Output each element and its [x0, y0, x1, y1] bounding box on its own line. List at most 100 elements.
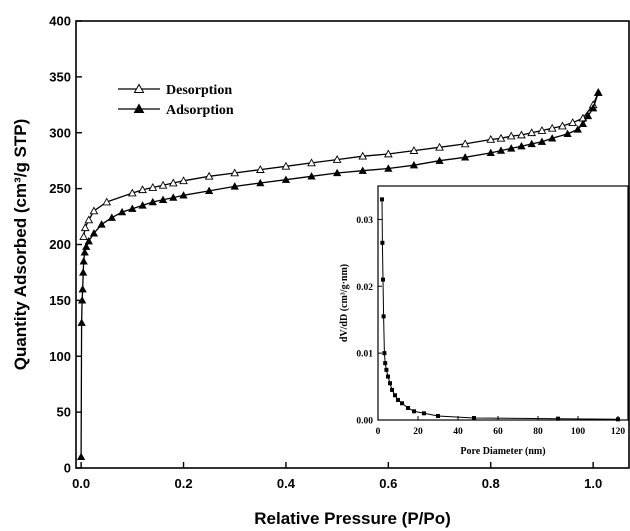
- data-point-adsorption: [578, 119, 588, 127]
- data-point-inset-series-0: [386, 374, 390, 379]
- data-point-adsorption: [169, 193, 178, 201]
- data-point-adsorption: [79, 257, 88, 265]
- data-point-desorption: [179, 176, 188, 185]
- inset-x-tick-label: 0: [376, 427, 381, 437]
- data-point-desorption: [527, 128, 537, 137]
- data-point-adsorption: [256, 178, 265, 187]
- main-series-group: [77, 87, 603, 461]
- data-point-inset-series-0: [436, 413, 440, 418]
- data-point-adsorption: [179, 191, 188, 199]
- data-point-adsorption: [384, 164, 393, 172]
- main-x-axis: 0.0 0.2 0.4 0.6 0.8 1.0: [72, 462, 602, 491]
- data-point-desorption: [255, 165, 265, 173]
- data-point-adsorption: [107, 213, 116, 221]
- data-point-adsorption: [128, 204, 137, 212]
- main-x-axis-title: Relative Pressure (P/Po): [254, 509, 451, 528]
- data-point-adsorption: [82, 242, 91, 250]
- data-point-desorption: [138, 185, 147, 194]
- data-point-adsorption: [573, 125, 582, 133]
- data-point-desorption: [127, 188, 137, 197]
- data-point-desorption: [307, 158, 316, 167]
- data-point-adsorption: [77, 452, 86, 461]
- data-point-desorption: [383, 149, 393, 158]
- data-point-desorption: [332, 155, 342, 163]
- inset-x-tick-label: 120: [611, 427, 626, 437]
- data-point-adsorption: [496, 146, 506, 154]
- data-point-adsorption: [84, 236, 93, 245]
- data-point-desorption: [537, 125, 547, 134]
- data-point-adsorption: [527, 139, 536, 148]
- data-point-inset-series-0: [390, 387, 394, 392]
- data-point-adsorption: [148, 197, 157, 206]
- main-x-tick-label: 1.0: [584, 476, 602, 491]
- data-point-inset-series-0: [412, 409, 416, 414]
- data-point-desorption: [486, 134, 496, 143]
- main-x-tick-label: 0.0: [72, 476, 90, 491]
- inset-series-group: [380, 197, 620, 422]
- data-point-adsorption: [77, 318, 86, 326]
- main-y-tick-label: 100: [49, 349, 71, 364]
- data-point-desorption: [148, 182, 158, 191]
- data-point-desorption: [358, 151, 368, 160]
- data-point-inset-series-0: [382, 351, 387, 356]
- legend-item-desorption: Desorption: [118, 83, 232, 98]
- data-point-inset-series-0: [616, 417, 620, 422]
- inset-y-tick-label: 0.01: [356, 350, 373, 360]
- main-y-axis-title: Quantity Adsorbed (cm³/g STP): [11, 119, 30, 371]
- data-point-desorption: [89, 206, 99, 215]
- data-point-desorption: [80, 223, 90, 232]
- main-x-tick-label: 0.6: [379, 476, 397, 491]
- data-point-adsorption: [79, 268, 88, 276]
- data-point-adsorption: [517, 141, 526, 150]
- data-point-adsorption: [409, 160, 419, 169]
- data-point-desorption: [102, 197, 112, 206]
- data-point-desorption: [506, 131, 516, 140]
- data-point-desorption: [568, 118, 578, 127]
- main-y-tick-label: 300: [49, 125, 71, 140]
- inset-chart: 0.00 0.01 0.02 0.03 0 20 40 60 80 100 120 Pore Di…: [339, 185, 629, 457]
- main-y-tick-label: 150: [49, 293, 71, 308]
- inset-y-axis-title: dV/dD (cm³/g·nm): [339, 264, 350, 342]
- data-point-inset-series-0: [383, 361, 388, 366]
- data-point-inset-series-0: [384, 367, 389, 372]
- data-point-adsorption: [230, 182, 239, 190]
- data-point-adsorption: [158, 195, 168, 203]
- data-point-inset-series-0: [381, 277, 385, 282]
- inset-x-tick-label: 60: [493, 427, 503, 437]
- data-point-adsorption: [435, 156, 444, 164]
- data-point-adsorption: [589, 103, 598, 112]
- legend-marker-adsorption: [133, 103, 145, 113]
- inset-plot-frame: [377, 185, 629, 421]
- data-point-desorption: [558, 121, 567, 130]
- data-point-desorption: [84, 215, 94, 224]
- data-point-adsorption: [80, 248, 89, 256]
- inset-x-tick-label: 20: [413, 427, 423, 437]
- inset-x-tick-label: 80: [533, 427, 543, 437]
- main-x-tick-label: 0.4: [277, 476, 296, 491]
- data-point-adsorption: [333, 168, 342, 177]
- inset-y-axis: 0.00 0.01 0.02 0.03: [356, 216, 382, 427]
- data-point-adsorption: [78, 296, 87, 304]
- main-x-tick-label: 0.8: [482, 476, 500, 491]
- legend-marker-desorption: [133, 83, 145, 93]
- data-point-desorption: [204, 171, 214, 180]
- main-y-axis: 0 50 100 150 200 250 300 350 400: [49, 14, 82, 476]
- data-point-inset-series-0: [400, 401, 404, 406]
- data-point-adsorption: [117, 207, 127, 216]
- legend-item-adsorption: Adsorption: [118, 103, 234, 118]
- inset-y-tick-label: 0.02: [356, 283, 373, 293]
- data-point-desorption: [168, 178, 178, 187]
- inset-x-tick-label: 40: [453, 427, 463, 437]
- inset-background: [378, 186, 628, 420]
- data-point-adsorption: [594, 88, 603, 96]
- data-point-adsorption: [486, 148, 495, 157]
- inset-x-axis-title: Pore Diameter (nm): [460, 446, 545, 457]
- legend-label-desorption: Desorption: [166, 83, 232, 98]
- data-point-adsorption: [138, 201, 147, 209]
- data-point-adsorption: [307, 172, 316, 180]
- main-y-tick-label: 250: [49, 181, 71, 196]
- data-point-inset-series-0: [380, 197, 384, 202]
- main-y-tick-label: 0: [64, 461, 71, 476]
- data-point-desorption: [79, 232, 89, 241]
